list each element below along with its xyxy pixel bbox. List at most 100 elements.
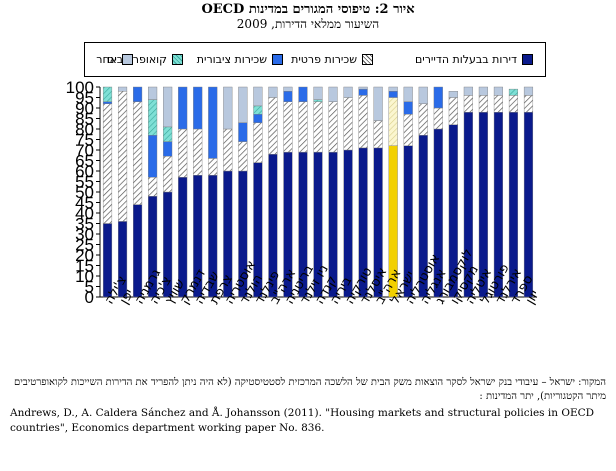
bar-segment-private-rent: [418, 103, 428, 136]
y-tick-label: 90: [75, 99, 94, 118]
source-hebrew: המקור: ישראל – עיבודי בנק ישראל לסקר הוצ…: [14, 377, 606, 402]
bar-segment-private-rent: [253, 122, 263, 163]
bar-segment-social-rent: [163, 141, 173, 157]
bar-segment-private-rent: [117, 90, 128, 222]
bar-segment-cooperative: [148, 99, 158, 136]
y-tick-label: 95: [75, 89, 94, 108]
bar-segment-private-rent: [238, 141, 248, 172]
bar-segment-other: [223, 86, 233, 130]
bars: [102, 86, 534, 298]
bar-segment-cooperative: [163, 126, 173, 142]
bar-segment-other: [388, 86, 398, 92]
bar-segment-private-rent: [493, 95, 503, 113]
bar-segment-private-rent: [343, 97, 353, 151]
bar-segment-other: [403, 86, 413, 102]
bar-segment-private-rent: [298, 101, 308, 153]
bar-segment-other: [238, 86, 248, 123]
legend-label-social-rent: שכירות ציבורית: [196, 53, 267, 66]
bar-segment-social-rent: [102, 101, 113, 105]
bar-segment-social-rent: [403, 101, 413, 115]
y-tick-label: 20: [75, 246, 94, 265]
y-axis: 0510152025303540455055606570758085909510…: [66, 78, 536, 307]
y-tick-label: 5: [85, 278, 94, 297]
bar-segment-other: [418, 86, 428, 104]
bar-segment-private-rent: [163, 156, 173, 193]
legend-swatch-social-rent: [272, 54, 283, 65]
bar-segment-social-rent: [253, 114, 263, 123]
x-axis-labels: צ'ילהיפןגרמניהצ'כיהשוויץדנמרקשבדיהצרפתאו…: [102, 247, 543, 307]
bar-segment-private-rent: [523, 95, 534, 113]
bar-segment-private-rent: [283, 101, 293, 153]
bar-segment-social-rent: [358, 88, 368, 96]
bar-segment-private-rent: [358, 95, 368, 149]
bar-segment-private-rent: [193, 128, 203, 176]
bar-segment-cooperative: [102, 86, 113, 102]
bar-segment-other: [478, 86, 488, 96]
bar-segment-social-rent: [178, 86, 188, 130]
source-english: Andrews, D., A. Caldera Sánchez and Å. J…: [10, 407, 595, 434]
bar-segment-owner: [178, 177, 188, 298]
bar-segment-private-rent: [463, 95, 473, 113]
legend-swatch-other: [122, 54, 133, 65]
bar-segment-social-rent: [388, 90, 398, 98]
bar-segment-other: [463, 86, 473, 96]
y-tick-label: 50: [75, 183, 94, 202]
y-tick-label: 80: [75, 120, 94, 139]
bar-segment-cooperative: [253, 105, 263, 115]
bar-segment-other: [523, 86, 534, 96]
bar-segment-social-rent: [193, 86, 203, 130]
bar-segment-other: [343, 86, 353, 98]
x-tick-label: יפן: [117, 287, 137, 307]
bar-segment-other: [163, 86, 173, 128]
bar-segment-social-rent: [208, 86, 218, 159]
bar-segment-private-rent: [478, 95, 488, 113]
bar-segment-other: [373, 86, 383, 121]
bar-segment-owner: [343, 149, 353, 298]
bar-segment-private-rent: [388, 97, 398, 146]
chart-legend: דירות בבעלות הדיירים שכירות פרטית שכירות…: [84, 42, 546, 77]
legend-swatch-owner: [522, 54, 533, 65]
bar-segment-private-rent: [508, 95, 519, 113]
y-tick-label: 15: [75, 257, 94, 276]
bar-segment-other: [358, 86, 368, 90]
legend-label-other: אחר: [96, 53, 117, 66]
x-tick-label: יוון: [523, 288, 543, 307]
legend-item-social-rent: שכירות ציבורית: [197, 53, 283, 66]
legend-swatch-private-rent: [362, 54, 373, 65]
bar-segment-private-rent: [133, 101, 143, 205]
bar-segment-social-rent: [133, 86, 143, 102]
y-tick-label: 100: [66, 78, 94, 97]
legend-item-owner: דירות בבעלות הדיירים: [415, 53, 533, 66]
bar-segment-other: [493, 86, 503, 96]
bar-segment-other: [283, 86, 293, 92]
bar-segment-private-rent: [448, 97, 458, 125]
bar-segment-other: [313, 86, 323, 100]
chart-subtitle: השיעור ממלאי הדירות, 2009: [236, 17, 380, 31]
stacked-bar-chart: 0510152025303540455055606570758085909510…: [66, 78, 543, 307]
bar-segment-other: [148, 86, 158, 100]
bar-segment-private-rent: [373, 120, 383, 149]
y-tick-label: 30: [75, 225, 94, 244]
legend-label-owner: דירות בבעלות הדיירים: [414, 53, 517, 66]
bar-segment-private-rent: [313, 101, 323, 153]
bar-segment-private-rent: [433, 107, 443, 130]
chart-title-block: איור 2: טיפוסי המגורים במדינות OECD השיע…: [0, 2, 616, 32]
y-tick-label: 0: [85, 288, 94, 307]
bar-segment-private-rent: [223, 128, 233, 172]
y-tick-label: 75: [75, 131, 94, 150]
bar-segment-owner: [523, 112, 534, 298]
bar-segment-social-rent: [238, 122, 248, 142]
y-tick-label: 40: [75, 204, 94, 223]
bar-segment-private-rent: [208, 158, 218, 176]
bar-segment-social-rent: [433, 86, 443, 109]
y-tick-label: 70: [75, 141, 94, 160]
bar-segment-other: [448, 90, 458, 98]
bar-segment-social-rent: [298, 86, 308, 102]
bar-segment-social-rent: [148, 135, 158, 178]
y-tick-label: 25: [75, 236, 94, 255]
legend-label-private-rent: שכירות פרטית: [291, 53, 357, 66]
bar-segment-private-rent: [328, 101, 338, 153]
bar-segment-private-rent: [102, 103, 113, 224]
source-note: המקור: ישראל – עיבודי בנק ישראל לסקר הוצ…: [10, 376, 606, 436]
bar-segment-other: [117, 86, 128, 92]
